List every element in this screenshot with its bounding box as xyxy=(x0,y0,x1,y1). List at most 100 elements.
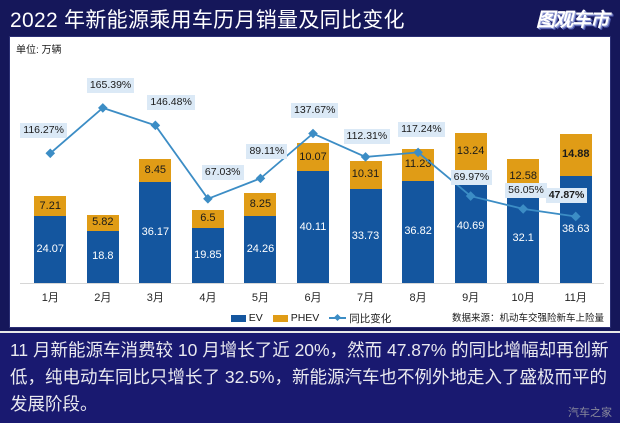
bar-value-phev: 13.24 xyxy=(456,144,485,157)
trend-line-marker xyxy=(308,128,318,139)
bar-segment-phev: 6.5 xyxy=(191,209,224,228)
bar-value-ev: 18.8 xyxy=(92,250,114,263)
legend-item[interactable]: PHEV xyxy=(272,312,320,324)
bar-segment-ev: 18.8 xyxy=(86,230,119,283)
legend-item[interactable]: 同比变化 xyxy=(329,311,391,326)
x-axis-label: 9月 xyxy=(462,292,480,304)
header-bar: 2022 年新能源乘用车历月销量及同比变化 图观车市 xyxy=(0,0,620,36)
legend-label: EV xyxy=(248,312,263,324)
bar-value-ev: 38.63 xyxy=(561,222,590,235)
bar-value-phev: 7.21 xyxy=(39,199,61,212)
percent-label: 69.97% xyxy=(450,170,493,186)
bar-segment-phev: 5.82 xyxy=(86,214,119,231)
x-axis-label: 6月 xyxy=(304,292,322,304)
bar-group: 40.11 10.07 xyxy=(297,143,329,283)
percent-label: 165.39% xyxy=(86,77,135,93)
trend-line-marker xyxy=(45,148,56,159)
bar-segment-ev: 40.11 xyxy=(297,171,329,283)
x-axis-label: 3月 xyxy=(146,292,164,304)
bar-group: 40.69 13.24 xyxy=(454,133,487,283)
bar-group: 24.07 7.21 xyxy=(34,196,67,283)
bar-value-phev: 8.45 xyxy=(144,164,167,177)
brand-logo-text: 图观车市 xyxy=(535,9,609,31)
bar-value-phev: 10.31 xyxy=(351,168,380,181)
percent-label: 56.05% xyxy=(505,182,547,198)
bar-value-phev: 10.07 xyxy=(299,150,327,163)
brand-logo: 图观车市 xyxy=(532,5,612,31)
bar-segment-ev: 24.07 xyxy=(34,216,67,283)
x-axis-label: 11月 xyxy=(564,292,587,304)
bar-value-ev: 36.82 xyxy=(404,225,432,238)
bar-value-ev: 40.11 xyxy=(299,220,327,233)
legend-swatch-icon xyxy=(272,314,288,322)
bar-segment-ev: 32.1 xyxy=(507,193,540,283)
percent-label: 112.31% xyxy=(343,128,391,144)
bar-value-ev: 40.69 xyxy=(456,219,485,232)
data-source-note: 数据来源：机动车交强险新车上险量 xyxy=(451,313,604,324)
chart-legend: EV PHEV 同比变化 xyxy=(10,309,612,327)
bar-segment-ev: 36.82 xyxy=(402,180,435,283)
bar-value-ev: 33.73 xyxy=(351,229,380,242)
bar-value-ev: 19.85 xyxy=(194,248,222,261)
legend-label: 同比变化 xyxy=(349,312,392,325)
bar-segment-phev: 7.21 xyxy=(34,196,67,217)
bar-value-ev: 24.26 xyxy=(246,242,275,255)
plot-area: 24.07 7.21 18.8 5.82 36.17 8.45 19.85 6.5 24.26 8… xyxy=(10,37,612,285)
percent-label: 146.48% xyxy=(147,95,195,111)
bar-group: 19.85 6.5 xyxy=(191,209,224,283)
bar-value-phev: 14.88 xyxy=(561,148,590,161)
bar-value-phev: 11.23 xyxy=(404,158,432,171)
x-axis-labels: 1月 2月 3月 4月 5月 6月 7月 8月 9月 10月 11月 xyxy=(10,287,612,307)
page-title: 2022 年新能源乘用车历月销量及同比变化 xyxy=(10,9,405,32)
legend-swatch-icon xyxy=(230,314,246,322)
percent-label: 67.03% xyxy=(201,164,244,180)
bar-value-ev: 36.17 xyxy=(141,226,170,239)
bar-group: 32.1 12.58 xyxy=(507,158,540,283)
x-axis-label: 5月 xyxy=(251,292,270,304)
legend-item[interactable]: EV xyxy=(230,312,263,324)
x-axis-line xyxy=(20,283,604,284)
bar-segment-ev: 19.85 xyxy=(191,227,224,283)
bar-segment-phev: 13.24 xyxy=(454,133,487,170)
bar-group: 33.73 10.31 xyxy=(349,160,382,283)
x-axis-label: 1月 xyxy=(41,292,59,304)
trend-line-marker xyxy=(98,103,108,113)
trend-line-marker xyxy=(255,173,266,184)
bar-value-ev: 32.1 xyxy=(512,231,534,244)
bar-segment-ev: 33.73 xyxy=(349,189,382,283)
legend-label: PHEV xyxy=(290,312,320,324)
bar-segment-ev: 24.26 xyxy=(244,215,277,283)
x-axis-label: 10月 xyxy=(511,292,535,304)
bar-segment-phev: 10.07 xyxy=(297,143,329,172)
x-axis-label: 7月 xyxy=(356,292,375,304)
percent-label: 117.24% xyxy=(398,122,445,138)
trend-line-marker xyxy=(203,193,213,204)
caption-panel: 11 月新能源车消费较 10 月增长了近 20%，然而 47.87% 的同比增幅… xyxy=(0,331,620,423)
bar-group: 18.8 5.82 xyxy=(86,214,119,283)
percent-label: 47.87% xyxy=(545,188,588,204)
x-axis-label: 2月 xyxy=(94,292,112,304)
percent-label: 89.11% xyxy=(246,144,288,160)
bar-value-phev: 12.58 xyxy=(509,169,537,182)
unit-label: 单位: 万辆 xyxy=(16,45,62,56)
bar-group: 38.63 14.88 xyxy=(559,134,592,283)
bar-value-phev: 5.82 xyxy=(92,216,114,229)
bar-value-phev: 6.5 xyxy=(200,212,216,225)
site-watermark: 汽车之家 xyxy=(568,407,612,419)
bar-group: 24.26 8.25 xyxy=(244,192,277,283)
bar-segment-phev: 11.23 xyxy=(402,149,435,181)
x-axis-label: 4月 xyxy=(199,292,217,304)
bar-segment-phev: 8.25 xyxy=(244,192,277,216)
chart-panel: 单位: 万辆 24.07 7.21 18.8 5.82 36.17 8.45 19.85 6.… xyxy=(9,36,611,328)
bar-value-phev: 8.25 xyxy=(249,197,272,210)
percent-label: 137.67% xyxy=(291,103,339,119)
x-axis-label: 8月 xyxy=(409,292,427,304)
trend-line-marker xyxy=(150,120,161,131)
legend-swatch-line-icon xyxy=(329,314,347,322)
bar-segment-ev: 40.69 xyxy=(454,169,487,283)
bar-group: 36.17 8.45 xyxy=(139,158,172,283)
bar-segment-phev: 8.45 xyxy=(139,158,172,183)
caption-text: 11 月新能源车消费较 10 月增长了近 20%，然而 47.87% 的同比增幅… xyxy=(10,340,609,414)
bar-segment-phev: 10.31 xyxy=(349,160,382,190)
